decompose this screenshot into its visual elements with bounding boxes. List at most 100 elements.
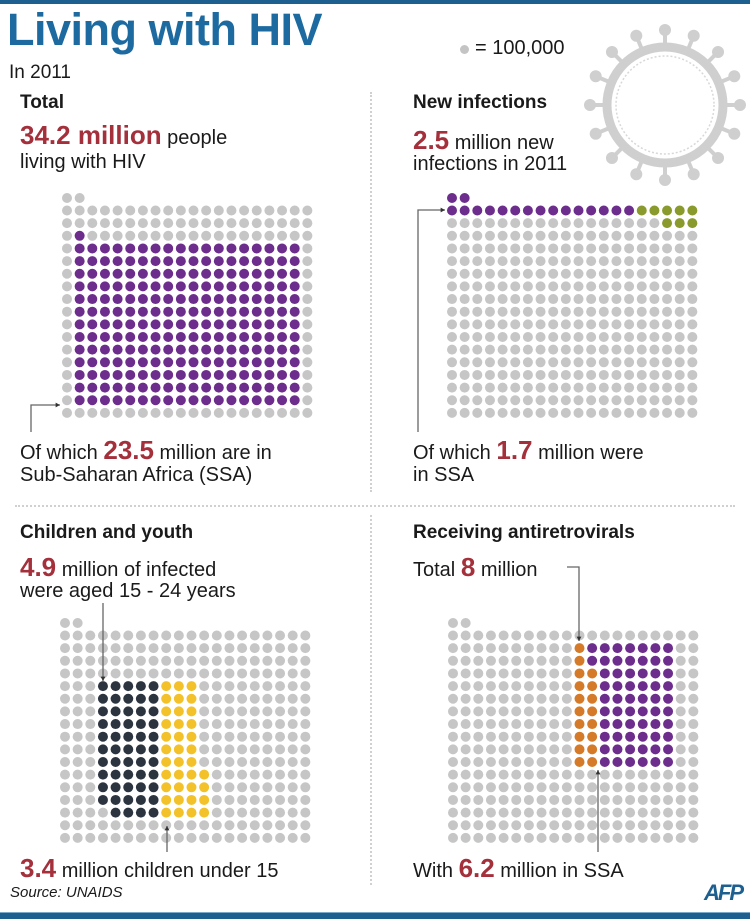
dot: [289, 205, 300, 216]
dot: [287, 744, 298, 755]
dot: [224, 782, 235, 793]
dot: [473, 643, 484, 654]
dot: [300, 681, 311, 692]
dot: [262, 744, 273, 755]
dot: [587, 807, 598, 818]
dot: [275, 655, 286, 666]
dot: [226, 230, 237, 241]
dot: [459, 344, 470, 355]
dot: [135, 655, 146, 666]
dot: [561, 731, 572, 742]
dot: [460, 820, 471, 831]
dot: [110, 757, 121, 767]
dot: [249, 630, 260, 641]
dot: [649, 407, 660, 418]
dot: [135, 757, 146, 767]
panel-new-heading: New infections: [413, 92, 548, 113]
dot: [574, 719, 585, 730]
dot: [148, 719, 159, 730]
dot: [237, 794, 248, 805]
dot: [649, 256, 660, 267]
dot: [112, 369, 123, 380]
dot: [112, 319, 123, 330]
dot: [473, 832, 484, 843]
dot: [549, 757, 560, 767]
dot: [226, 218, 237, 229]
dot: [523, 782, 534, 793]
dot: [201, 205, 212, 216]
dot: [484, 268, 495, 279]
dot: [112, 395, 123, 406]
dot: [87, 205, 98, 216]
legend-label: = 100,000: [475, 37, 565, 59]
panel-total-stat-line2: living with HIV: [20, 151, 146, 173]
dot: [636, 319, 647, 330]
stat-text: million new: [449, 132, 554, 154]
dot: [199, 706, 210, 717]
footer-text: Of which: [413, 442, 497, 464]
dot: [549, 731, 560, 742]
dot: [447, 230, 457, 241]
dot: [60, 719, 70, 730]
dot: [188, 332, 199, 342]
dot: [599, 757, 610, 767]
dot: [662, 382, 673, 393]
dot: [62, 230, 72, 241]
dot: [448, 706, 458, 717]
dot: [611, 319, 622, 330]
dot: [637, 782, 648, 793]
dot: [161, 706, 172, 717]
arrow-new-ssa: [417, 207, 445, 432]
dot: [448, 693, 458, 704]
dot: [650, 832, 661, 843]
dot: [624, 357, 635, 368]
dot: [675, 769, 686, 780]
dot: [188, 230, 199, 241]
dot: [574, 744, 585, 755]
dot: [612, 655, 623, 666]
dot: [460, 794, 471, 805]
dot: [459, 205, 470, 216]
dot: [112, 294, 123, 305]
dot: [275, 820, 286, 831]
dot: [239, 319, 250, 330]
dot: [97, 731, 108, 742]
dot: [289, 218, 300, 229]
dot: [560, 332, 571, 342]
dot: [289, 243, 300, 254]
dot: [637, 706, 648, 717]
dot: [663, 706, 674, 717]
dot: [289, 344, 300, 355]
dot: [163, 332, 174, 342]
dot: [472, 332, 483, 342]
dot: [249, 693, 260, 704]
dot: [510, 306, 521, 317]
dot: [687, 243, 698, 254]
dot: [599, 681, 610, 692]
dot: [688, 706, 699, 717]
dot: [161, 668, 172, 679]
dot: [498, 630, 509, 641]
dot: [549, 794, 560, 805]
dot: [186, 668, 197, 679]
dot: [237, 820, 248, 831]
dot: [612, 731, 623, 742]
dot: [587, 668, 598, 679]
dot: [548, 256, 559, 267]
dot: [560, 306, 571, 317]
dot: [497, 357, 508, 368]
dot: [637, 832, 648, 843]
dot: [110, 794, 121, 805]
dot: [674, 218, 685, 229]
dot: [148, 832, 159, 843]
dot: [302, 357, 313, 368]
dot: [302, 268, 313, 279]
dot: [675, 731, 686, 742]
dot: [211, 681, 222, 692]
dot: [625, 630, 636, 641]
dot: [175, 268, 186, 279]
dot: [625, 820, 636, 831]
dot: [688, 731, 699, 742]
dot: [213, 205, 224, 216]
dot: [213, 395, 224, 406]
